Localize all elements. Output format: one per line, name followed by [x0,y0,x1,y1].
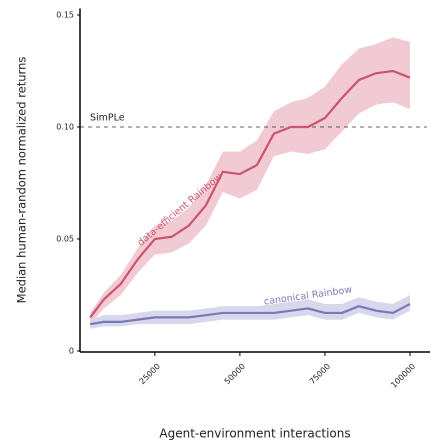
series-line [90,302,411,326]
x-tick-label: 25000 [138,362,162,386]
y-tick-label: 0.05 [56,234,74,243]
x-tick-label: 50000 [223,362,247,386]
x-tick-label: 100000 [389,362,417,390]
x-axis-label: Agent-environment interactions [159,427,350,441]
y-tick-label: 0 [69,347,74,356]
series-line [89,69,411,319]
y-axis-label: Median human-random normalized returns [15,57,29,304]
reference-label: SimPLe [90,112,125,123]
confidence-band [90,37,410,325]
x-tick-label: 75000 [308,362,332,386]
y-tick-label: 0.10 [56,122,74,131]
confidence-band [90,294,410,329]
y-tick-label: 0.15 [56,10,74,19]
